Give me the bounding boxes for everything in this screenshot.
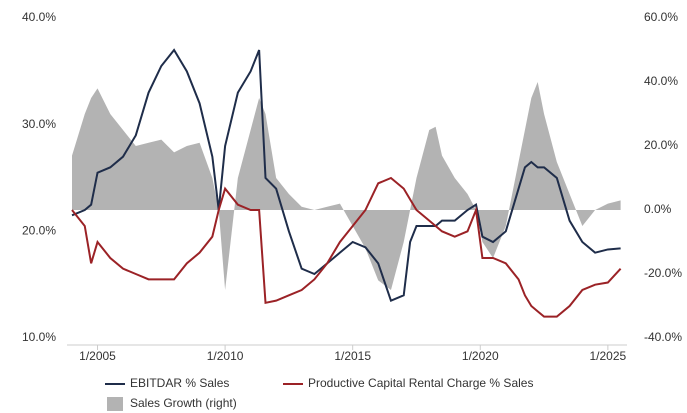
y-tick-label: 30.0% — [22, 117, 56, 131]
x-tick-label: 1/2005 — [79, 349, 116, 363]
series-line — [71, 176, 622, 318]
x-tick-label: 1/2010 — [207, 349, 244, 363]
y2-tick-label: -40.0% — [644, 330, 682, 344]
x-tick-label: 1/2015 — [334, 349, 371, 363]
y2-tick-label: -20.0% — [644, 266, 682, 280]
x-tick-label: 1/2025 — [590, 349, 627, 363]
y-tick-label: 40.0% — [22, 10, 56, 24]
y2-tick-label: 60.0% — [644, 10, 678, 24]
y2-tick-label: 40.0% — [644, 74, 678, 88]
sales-growth-area — [72, 82, 621, 290]
legend-label: Productive Capital Rental Charge % Sales — [308, 376, 533, 390]
x-tick-label: 1/2020 — [462, 349, 499, 363]
y2-tick-label: 0.0% — [644, 202, 672, 216]
y2-tick-label: 20.0% — [644, 138, 678, 152]
legend-label: EBITDAR % Sales — [130, 376, 229, 390]
y-tick-label: 20.0% — [22, 224, 56, 238]
y-tick-label: 10.0% — [22, 330, 56, 344]
legend-swatch — [107, 397, 123, 411]
series-line — [71, 48, 621, 303]
legend-label: Sales Growth (right) — [130, 396, 237, 410]
